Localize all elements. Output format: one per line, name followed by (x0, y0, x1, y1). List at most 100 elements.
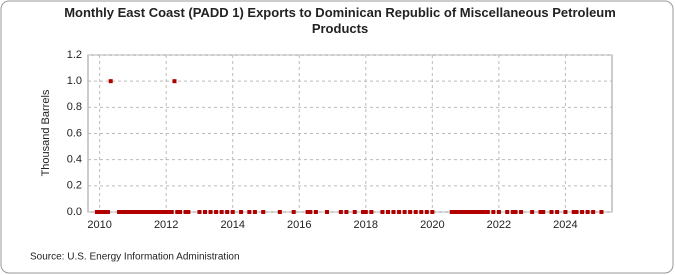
point (153, 210, 158, 214)
x-tick-label: 2018 (354, 219, 378, 231)
point (580, 210, 585, 214)
point (469, 210, 474, 214)
point (305, 210, 310, 214)
point (175, 210, 180, 214)
point (239, 210, 244, 214)
y-axis-label: Thousand Barrels (40, 89, 52, 176)
point (158, 210, 163, 214)
point (164, 210, 169, 214)
point (97, 210, 102, 214)
y-tick-label: 1.0 (67, 75, 82, 87)
point (477, 210, 482, 214)
point (252, 210, 257, 214)
point (574, 210, 579, 214)
point (128, 210, 133, 214)
point (183, 210, 188, 214)
point (510, 210, 515, 214)
x-tick-label: 2024 (553, 219, 577, 231)
point (117, 210, 122, 214)
point (308, 210, 313, 214)
point (496, 210, 501, 214)
point (155, 210, 160, 214)
point (480, 210, 485, 214)
point (166, 210, 171, 214)
point (599, 210, 604, 214)
point (402, 210, 407, 214)
point (397, 210, 402, 214)
point (261, 210, 266, 214)
y-tick-label: 0.0 (67, 206, 82, 218)
point (277, 210, 282, 214)
point (452, 210, 457, 214)
point (147, 210, 152, 214)
point (541, 210, 546, 214)
point (571, 210, 576, 214)
x-tick-label: 2014 (220, 219, 244, 231)
point (408, 210, 413, 214)
point (230, 210, 235, 214)
point (150, 210, 155, 214)
point (483, 210, 488, 214)
point (94, 210, 99, 214)
point (344, 210, 349, 214)
point (361, 210, 366, 214)
point (505, 210, 510, 214)
point (519, 210, 524, 214)
y-tick-label: 0.8 (67, 101, 82, 113)
point (530, 210, 535, 214)
point (369, 210, 374, 214)
x-tick-label: 2012 (154, 219, 178, 231)
point (136, 210, 141, 214)
point (538, 210, 543, 214)
point (449, 210, 454, 214)
point (214, 210, 219, 214)
x-tick-label: 2020 (420, 219, 444, 231)
point (122, 210, 127, 214)
point (513, 210, 518, 214)
point (103, 210, 108, 214)
point (186, 210, 191, 214)
x-tick-label: 2016 (287, 219, 311, 231)
y-tick-label: 1.2 (67, 49, 82, 61)
point (549, 210, 554, 214)
point (363, 210, 368, 214)
point (203, 210, 208, 214)
point (460, 210, 465, 214)
y-tick-label: 0.6 (67, 127, 82, 139)
point (430, 210, 435, 214)
point (491, 210, 496, 214)
point (169, 210, 174, 214)
point (178, 210, 183, 214)
point (474, 210, 479, 214)
x-tick-label: 2022 (487, 219, 511, 231)
point (100, 210, 105, 214)
y-tick-label: 0.4 (67, 154, 82, 166)
point (161, 210, 166, 214)
point (463, 210, 468, 214)
point (485, 210, 490, 214)
point (385, 210, 390, 214)
y-tick-label: 0.2 (67, 180, 82, 192)
point (352, 210, 357, 214)
point (419, 210, 424, 214)
point (471, 210, 476, 214)
point (130, 210, 135, 214)
point (585, 210, 590, 214)
point (225, 210, 230, 214)
point (125, 210, 130, 214)
point (424, 210, 429, 214)
point (380, 210, 385, 214)
point (108, 79, 113, 84)
point (133, 210, 138, 214)
point (172, 79, 177, 84)
point (247, 210, 252, 214)
point (338, 210, 343, 214)
x-tick-label: 2010 (87, 219, 111, 231)
point (458, 210, 463, 214)
point (291, 210, 296, 214)
point (139, 210, 144, 214)
point (563, 210, 568, 214)
point (413, 210, 418, 214)
